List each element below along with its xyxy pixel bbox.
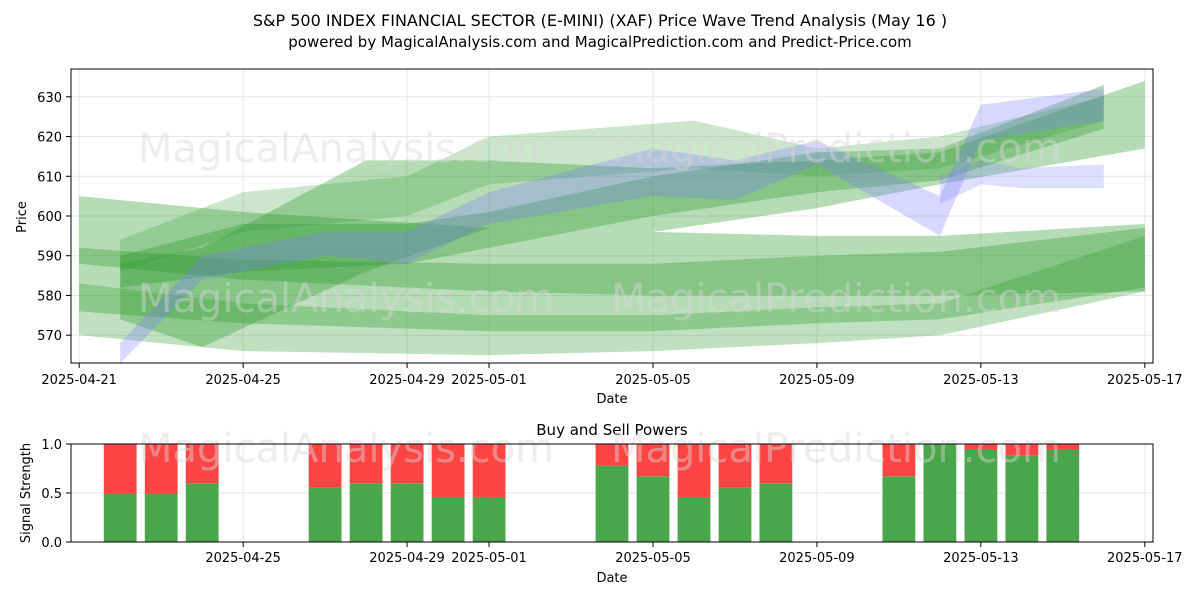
watermark: MagicalAnalysis.com (138, 276, 554, 322)
signal-y-label: Signal Strength (19, 443, 34, 543)
y-tick-label: 0.0 (41, 536, 62, 551)
buy-power-bar (349, 483, 383, 542)
x-tick-label: 2025-04-21 (41, 373, 117, 388)
buy-power-bar (185, 483, 219, 542)
buy-power-bar (144, 493, 178, 542)
y-tick-label: 1.0 (41, 438, 62, 453)
price-panel: MagicalAnalysis.com MagicalPrediction.co… (15, 68, 1183, 407)
chart-title: S&P 500 INDEX FINANCIAL SECTOR (E-MINI) … (253, 11, 947, 30)
sell-power-bar (1046, 444, 1080, 450)
signal-title: Buy and Sell Powers (536, 421, 688, 439)
sell-power-bar (882, 444, 916, 477)
sell-power-bar (636, 444, 670, 477)
sell-power-bar (308, 444, 342, 488)
price-wave-band (939, 160, 1104, 205)
x-tick-label: 2025-05-17 (1107, 373, 1183, 388)
x-tick-label: 2025-04-25 (205, 551, 281, 566)
price-y-ticks: 570 580 590 600 610 620 630 (37, 91, 71, 344)
sell-power-bar (718, 444, 752, 488)
buy-power-bar (882, 476, 916, 542)
sell-power-bar (964, 444, 998, 450)
signal-bars (103, 444, 1080, 542)
x-tick-label: 2025-04-29 (369, 551, 445, 566)
price-grid (71, 69, 1153, 363)
signal-panel: Buy and Sell Powers MagicalAnalysis.com … (19, 421, 1183, 586)
sell-power-bar (1005, 444, 1039, 456)
sell-power-bar (677, 444, 711, 498)
buy-power-bar (103, 493, 137, 542)
y-tick-label: 0.5 (41, 487, 62, 502)
buy-power-bar (431, 497, 465, 542)
x-tick-label: 2025-05-13 (943, 373, 1019, 388)
price-wave-band (120, 84, 1104, 288)
y-tick-label: 610 (37, 170, 62, 185)
y-tick-label: 580 (37, 289, 62, 304)
sell-power-bar (472, 444, 506, 498)
x-tick-label: 2025-05-05 (615, 551, 691, 566)
x-tick-label: 2025-05-17 (1107, 551, 1183, 566)
price-y-label: Price (15, 201, 30, 233)
signal-x-ticks: 2025-04-25 2025-04-29 2025-05-01 2025-05-05… (205, 542, 1183, 566)
chart-subtitle: powered by MagicalAnalysis.com and Magic… (288, 33, 912, 51)
price-wave-bands (79, 80, 1145, 364)
x-tick-label: 2025-05-05 (615, 373, 691, 388)
price-wave-band (79, 235, 1145, 356)
buy-power-bar (677, 497, 711, 542)
sell-power-bar (595, 444, 629, 466)
price-wave-band (79, 227, 1145, 332)
signal-x-label: Date (596, 571, 627, 586)
buy-power-bar (1005, 455, 1039, 542)
buy-power-bar (308, 487, 342, 542)
x-tick-label: 2025-05-09 (779, 373, 855, 388)
watermark: MagicalPrediction.com (611, 276, 1061, 322)
sell-power-bar (144, 444, 178, 493)
price-x-ticks: 2025-04-21 2025-04-25 2025-04-29 2025-05-01… (41, 363, 1183, 388)
signal-y-ticks: 0.0 0.5 1.0 (41, 438, 71, 551)
sell-power-bar (759, 444, 793, 484)
buy-power-bar (964, 449, 998, 542)
watermark: MagicalAnalysis.com (138, 426, 554, 472)
price-wave-band (120, 96, 1104, 272)
sell-power-bar (103, 444, 137, 493)
sell-power-bar (349, 444, 383, 484)
x-tick-label: 2025-04-29 (369, 373, 445, 388)
price-wave-band (120, 80, 1145, 348)
y-tick-label: 570 (37, 329, 62, 344)
y-tick-label: 590 (37, 250, 62, 265)
buy-power-bar (472, 497, 506, 542)
buy-power-bar (923, 444, 957, 542)
buy-power-bar (390, 483, 424, 542)
y-tick-label: 600 (37, 210, 62, 225)
sell-power-bar (185, 444, 219, 484)
sell-power-bar (431, 444, 465, 498)
y-tick-label: 630 (37, 91, 62, 106)
price-wave-band (120, 88, 1104, 364)
x-tick-label: 2025-04-25 (205, 373, 281, 388)
watermark: MagicalAnalysis.com (138, 126, 554, 172)
buy-power-bar (759, 483, 793, 542)
buy-power-bar (636, 476, 670, 542)
buy-power-bar (595, 465, 629, 542)
x-tick-label: 2025-05-09 (779, 551, 855, 566)
price-x-label: Date (596, 392, 627, 407)
y-tick-label: 620 (37, 131, 62, 146)
buy-power-bar (718, 487, 752, 542)
watermark: MagicalPrediction.com (611, 126, 1061, 172)
x-tick-label: 2025-05-13 (943, 551, 1019, 566)
sell-power-bar (390, 444, 424, 484)
price-wave-band (79, 196, 1145, 296)
x-tick-label: 2025-05-01 (451, 551, 527, 566)
buy-power-bar (1046, 449, 1080, 542)
x-tick-label: 2025-05-01 (451, 373, 527, 388)
watermark: MagicalPrediction.com (611, 426, 1061, 472)
